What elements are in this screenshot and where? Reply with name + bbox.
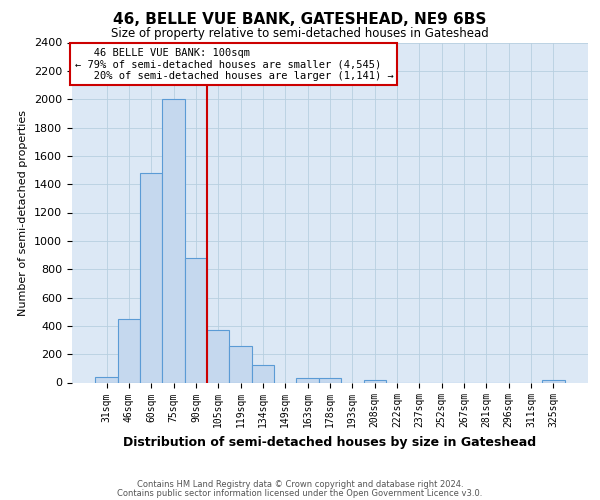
- Text: 46, BELLE VUE BANK, GATESHEAD, NE9 6BS: 46, BELLE VUE BANK, GATESHEAD, NE9 6BS: [113, 12, 487, 28]
- Bar: [229, 346, 252, 382]
- Y-axis label: Number of semi-detached properties: Number of semi-detached properties: [19, 110, 28, 316]
- Text: Contains HM Land Registry data © Crown copyright and database right 2024.: Contains HM Land Registry data © Crown c…: [137, 480, 463, 489]
- Text: Size of property relative to semi-detached houses in Gateshead: Size of property relative to semi-detach…: [111, 28, 489, 40]
- Bar: [185, 258, 207, 382]
- Bar: [542, 380, 565, 382]
- Bar: [95, 377, 118, 382]
- Bar: [140, 173, 163, 382]
- Bar: [319, 378, 341, 382]
- Bar: [364, 380, 386, 382]
- Bar: [207, 330, 229, 382]
- Text: Contains public sector information licensed under the Open Government Licence v3: Contains public sector information licen…: [118, 489, 482, 498]
- Bar: [118, 319, 140, 382]
- Text: 46 BELLE VUE BANK: 100sqm
← 79% of semi-detached houses are smaller (4,545)
   2: 46 BELLE VUE BANK: 100sqm ← 79% of semi-…: [74, 48, 394, 81]
- Bar: [296, 378, 319, 382]
- Bar: [163, 99, 185, 382]
- Bar: [252, 365, 274, 382]
- X-axis label: Distribution of semi-detached houses by size in Gateshead: Distribution of semi-detached houses by …: [124, 436, 536, 449]
